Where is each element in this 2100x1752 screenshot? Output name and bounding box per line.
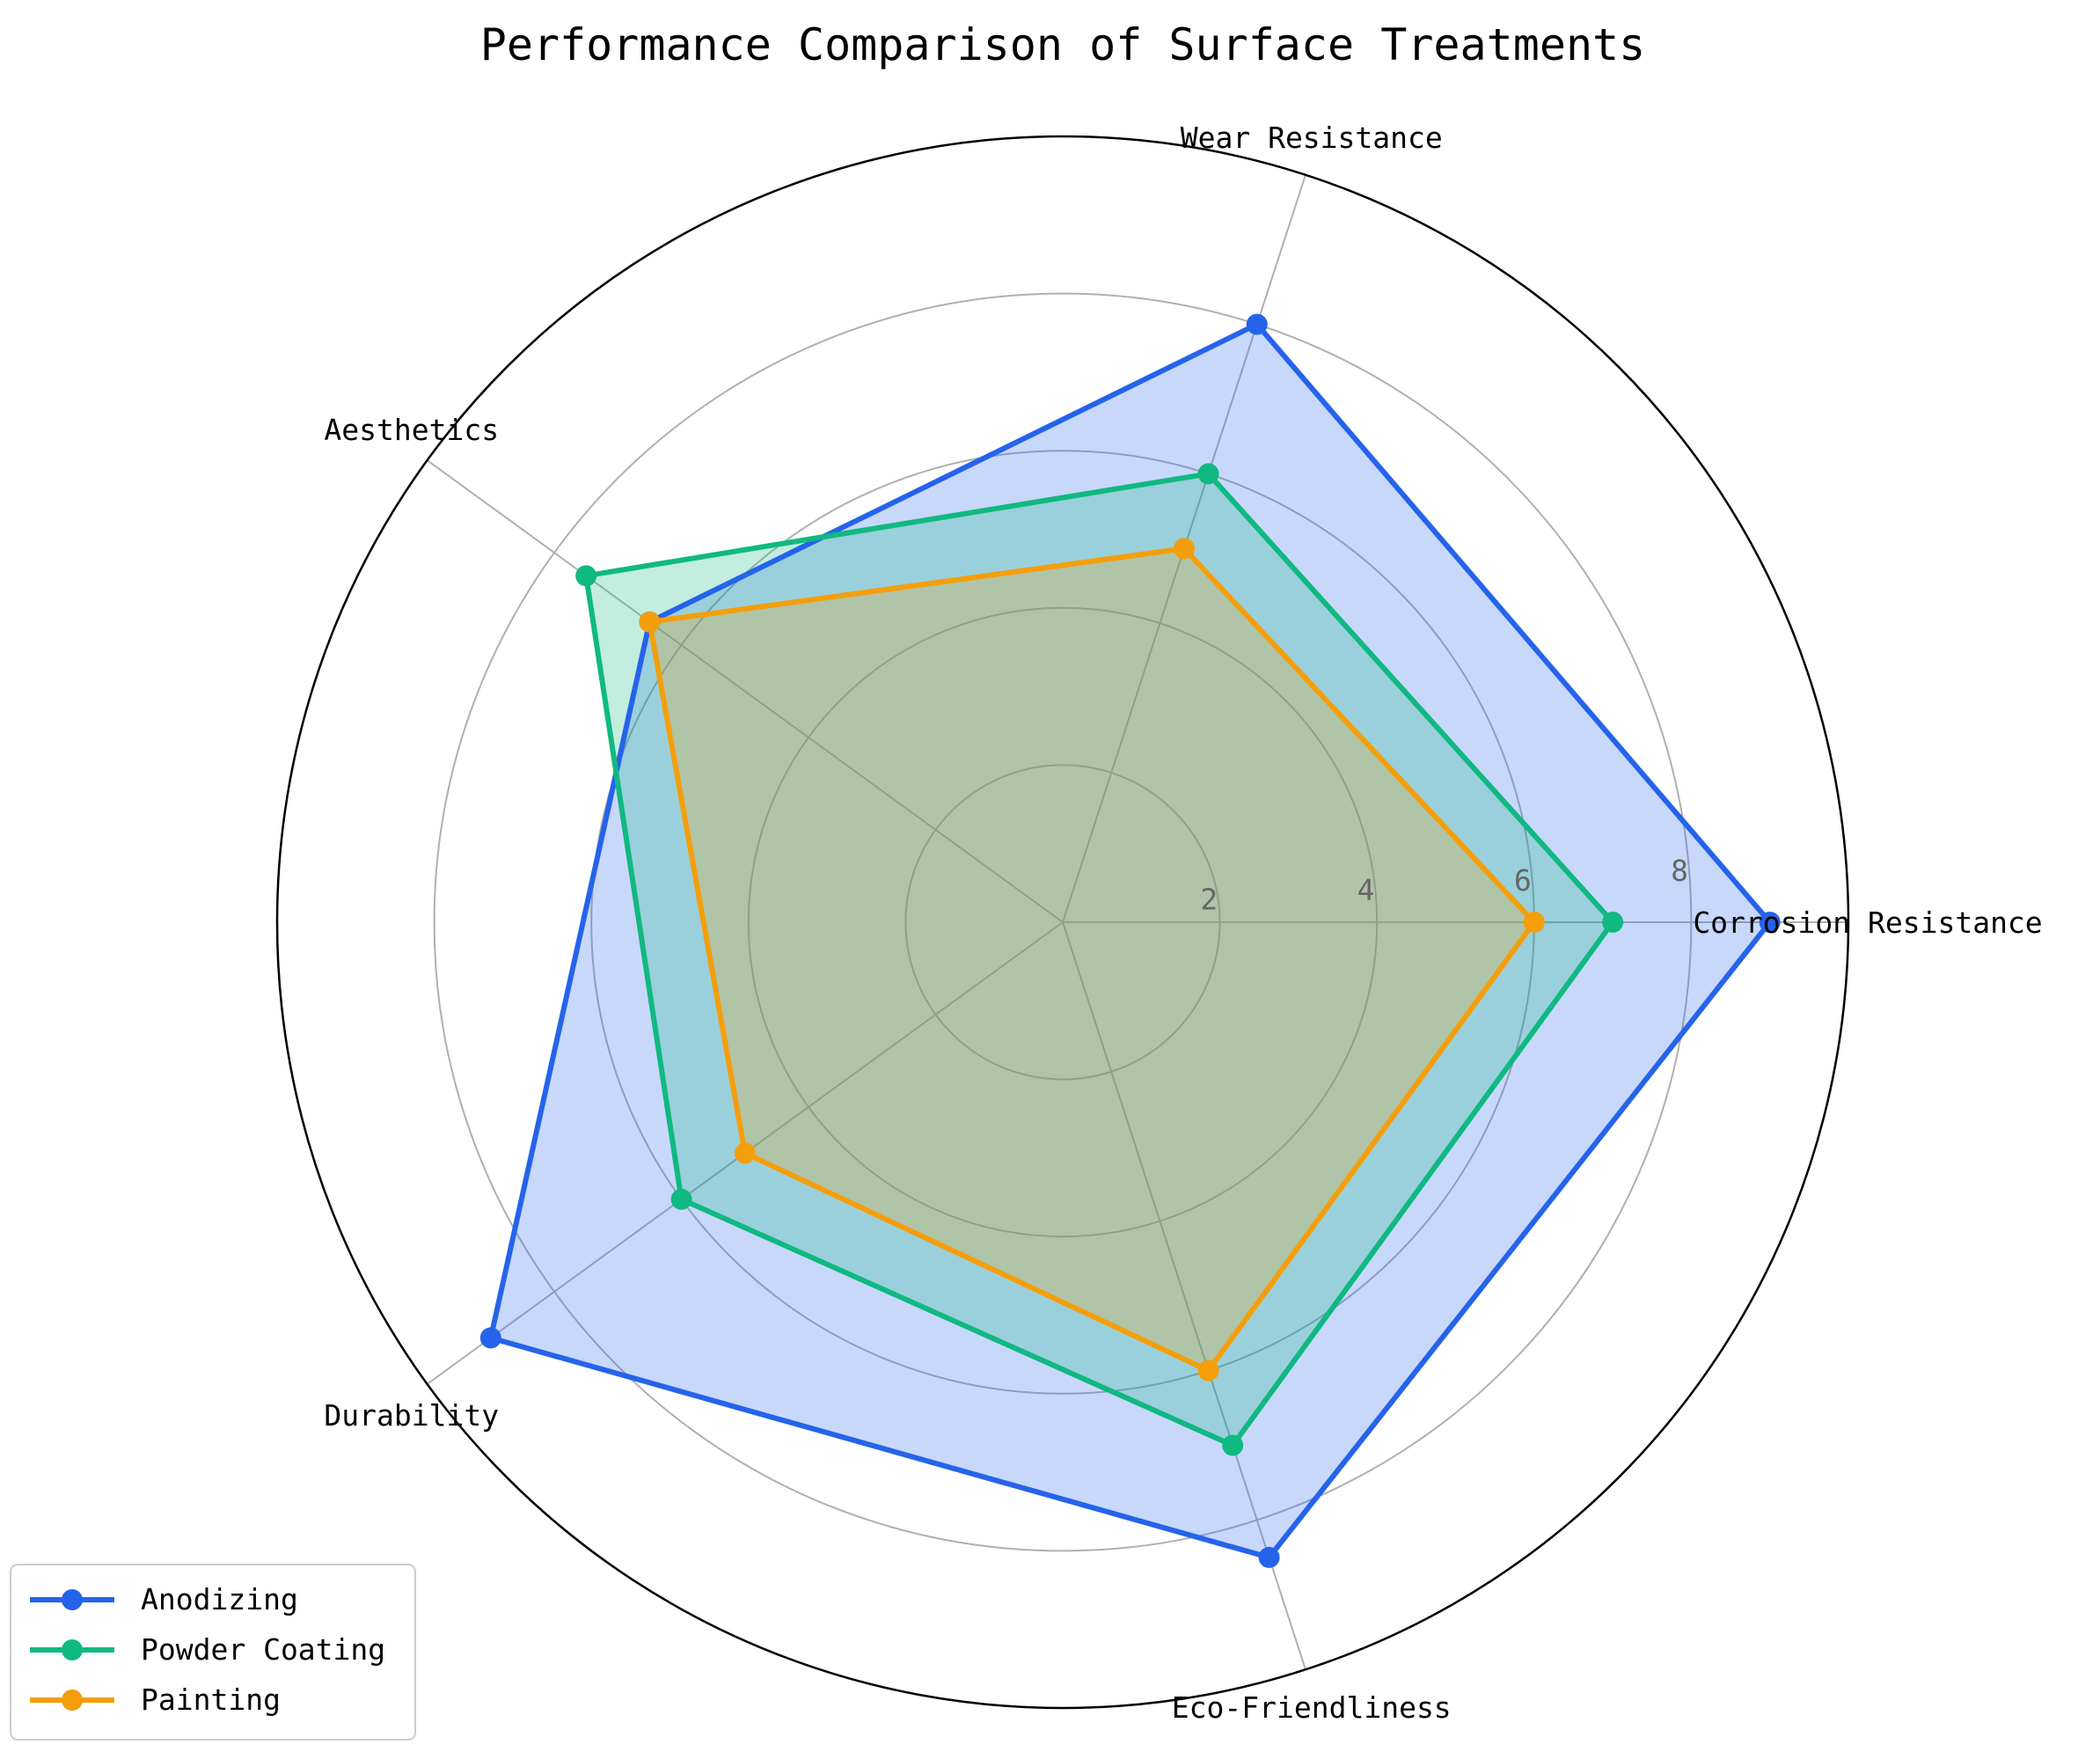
axis-label-4: Eco-Friendliness	[1172, 1690, 1452, 1725]
data-point-2-3	[734, 1142, 756, 1164]
axis-labels: Corrosion Resistance Wear Resistance Aesth…	[324, 121, 2042, 1725]
series-fill-2	[649, 548, 1534, 1371]
data-point-0-1	[1246, 313, 1268, 335]
grid	[275, 135, 1850, 1710]
axis-label-2: Aesthetics	[324, 413, 499, 447]
data-point-1-1	[1197, 463, 1219, 485]
data-point-0-0	[1759, 912, 1781, 933]
data-point-1-0	[1602, 912, 1624, 933]
data-point-1-4	[1222, 1434, 1244, 1456]
data-point-2-1	[1173, 538, 1195, 560]
legend-marker-2	[62, 1690, 83, 1711]
rtick-label-2: 6	[1514, 863, 1532, 898]
data-point-1-3	[670, 1188, 692, 1210]
series-fills	[490, 324, 1770, 1558]
data-point-0-3	[479, 1327, 501, 1349]
legend: Anodizing Powder Coating Painting	[10, 1564, 416, 1741]
legend-label-2: Painting	[141, 1682, 281, 1717]
rtick-label-1: 4	[1357, 873, 1375, 907]
rtick-label-0: 2	[1200, 882, 1218, 916]
rtick-label-3: 8	[1671, 854, 1688, 888]
legend-label-0: Anodizing	[141, 1582, 298, 1616]
series-line-2	[647, 546, 1537, 1374]
legend-marker-0	[62, 1589, 83, 1610]
series-points	[479, 313, 1781, 1568]
outer-frame	[275, 135, 1850, 1710]
axis-label-0: Corrosion Resistance	[1693, 905, 2042, 940]
data-point-2-2	[639, 611, 661, 633]
legend-frame	[10, 1564, 416, 1741]
spoke-4	[1062, 921, 1306, 1670]
legend-label-1: Powder Coating	[141, 1632, 385, 1667]
series-fill-0	[490, 324, 1770, 1558]
spoke-2	[426, 459, 1064, 923]
data-point-0-4	[1258, 1546, 1280, 1568]
radial-tick-labels: 2 4 6 8	[1200, 854, 1688, 916]
series-lines	[487, 321, 1773, 1560]
axis-label-1: Wear Resistance	[1181, 121, 1443, 155]
chart-title: Performance Comparison of Surface Treatm…	[480, 19, 1646, 70]
series-line-1	[583, 471, 1616, 1448]
axis-label-3: Durability	[324, 1398, 499, 1433]
series-fill-1	[586, 473, 1613, 1446]
data-point-2-4	[1197, 1360, 1219, 1382]
data-point-2-0	[1523, 912, 1545, 933]
legend-marker-1	[62, 1639, 83, 1660]
series-line-0	[487, 321, 1773, 1560]
data-point-1-2	[575, 565, 597, 587]
